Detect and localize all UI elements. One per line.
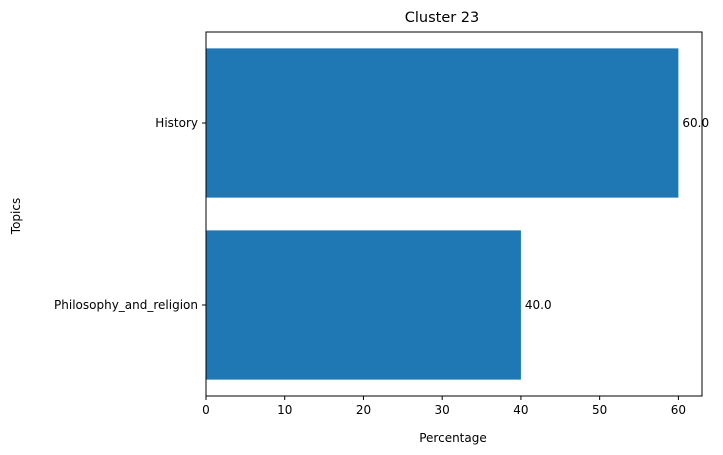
- y-ticks-layer: History Philosophy_and_religion: [54, 116, 206, 312]
- y-tick-label: History: [155, 116, 198, 130]
- x-tick-label: 40: [513, 403, 528, 417]
- plot-frame: [205, 31, 703, 397]
- bar-history: [206, 48, 679, 198]
- y-tick-label: Philosophy_and_religion: [54, 298, 198, 312]
- x-tick-label: 10: [277, 403, 292, 417]
- x-tick-label: 20: [356, 403, 371, 417]
- data-label: 40.0: [525, 298, 552, 312]
- x-tick-label: 50: [592, 403, 607, 417]
- bars-layer: [206, 48, 679, 380]
- x-tick-label: 30: [435, 403, 450, 417]
- x-axis-label: Percentage: [419, 431, 487, 445]
- x-ticks-layer: 0 10 20 30 40 50 60: [202, 396, 686, 417]
- chart-title: Cluster 23: [405, 10, 480, 26]
- data-label: 60.0: [682, 116, 709, 130]
- y-axis-label: Topics: [9, 198, 23, 235]
- x-tick-label: 0: [202, 403, 210, 417]
- x-tick-label: 60: [671, 403, 686, 417]
- bar-philosophy-and-religion: [206, 230, 521, 380]
